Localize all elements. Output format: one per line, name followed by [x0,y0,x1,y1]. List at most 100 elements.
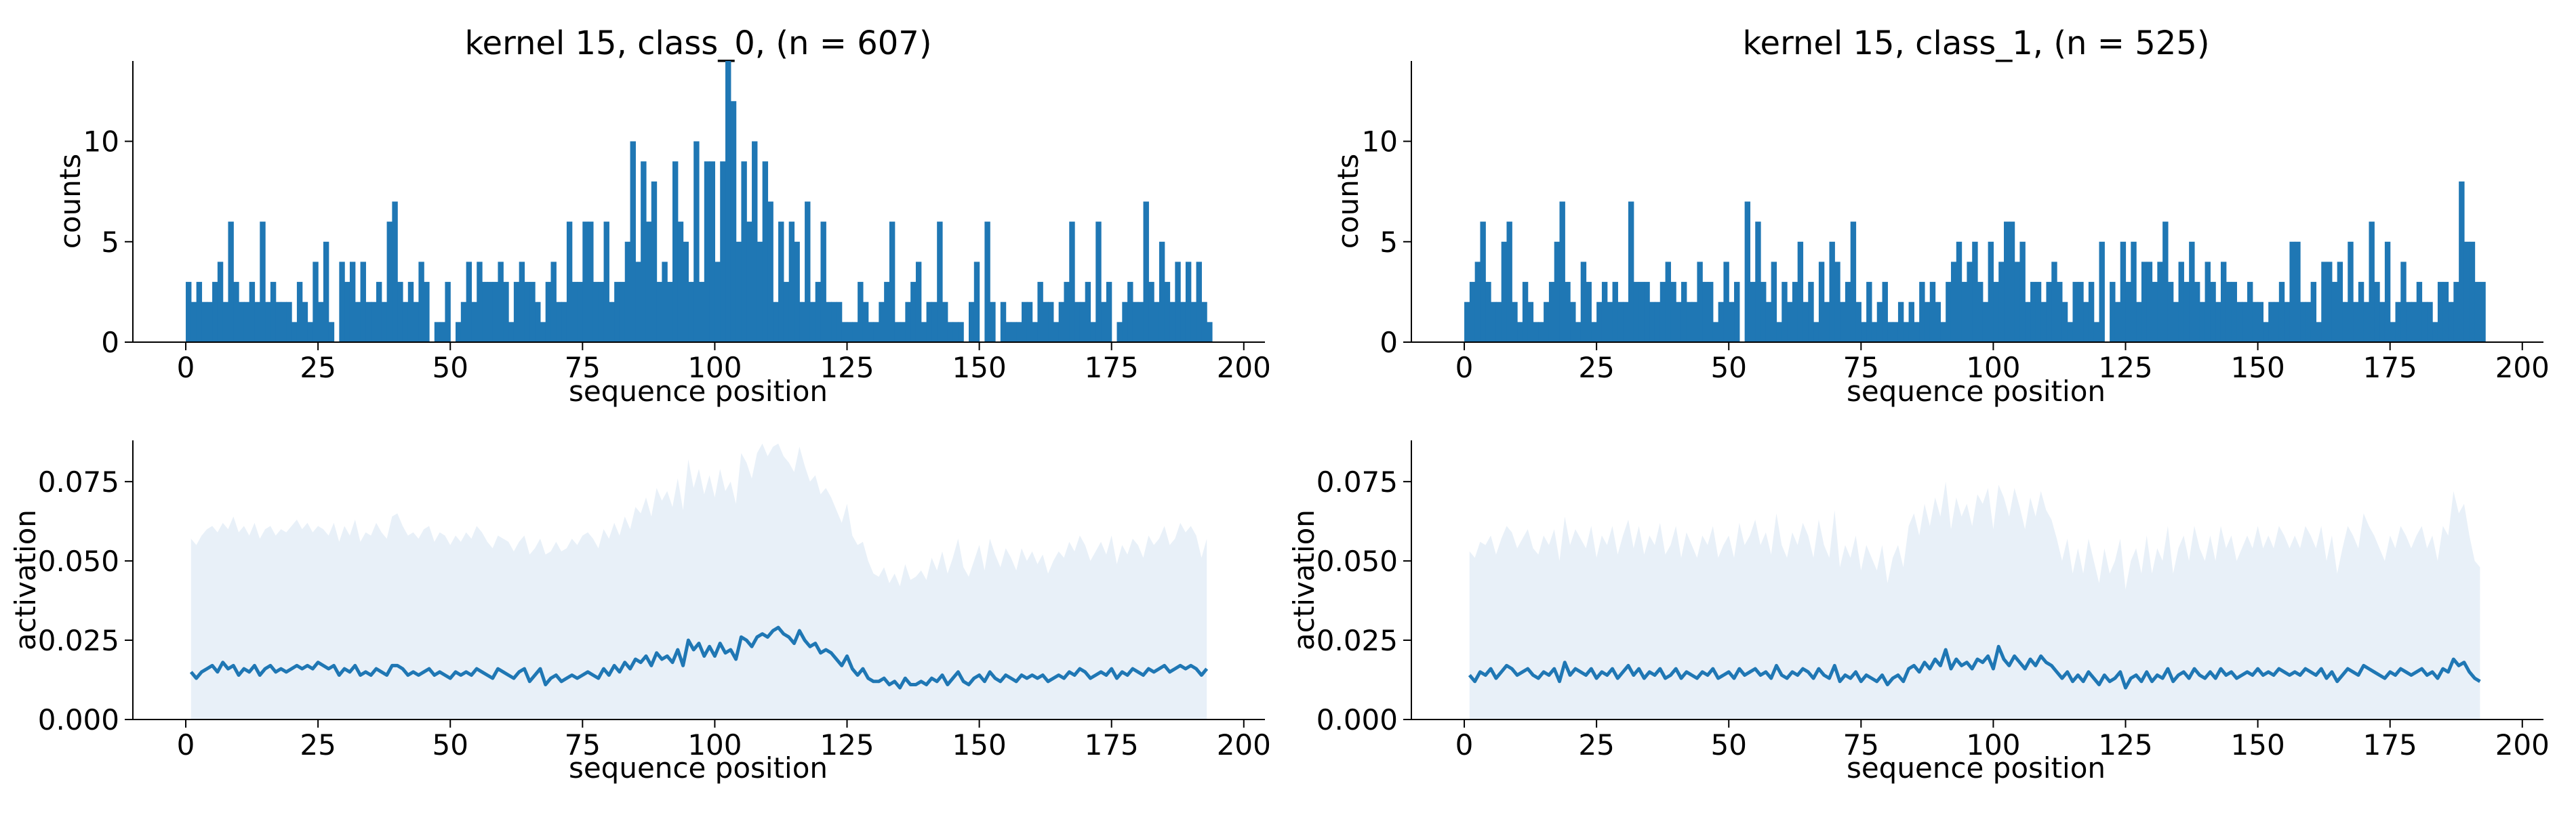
hist-class0-bar [720,161,726,342]
hist-class1-bar [1617,301,1624,342]
hist-class1-bar [1718,301,1725,342]
act-class0-y-tick-label: 0.075 [38,465,119,499]
hist-class0-bar [286,301,292,342]
hist-class0-bar [243,301,250,342]
hist-class1-bar [2025,301,2031,342]
hist-class1-bar [2162,222,2169,342]
hist-class0-bar [371,301,377,342]
hist-class1-bar [1591,322,1597,342]
act-class1-band [1469,481,2480,720]
hist-class1-bar [2099,241,2105,342]
hist-class1-bar [1771,262,1777,342]
hist-class1-y-tick-label: 5 [1380,226,1398,259]
hist-class0-bar [889,222,895,342]
hist-class1-bar [1813,322,1819,342]
hist-class1-bar [1580,262,1587,342]
hist-class0-bar [699,282,705,342]
hist-class0-y-tick-label: 5 [101,226,119,259]
hist-class1-bar [2421,301,2428,342]
hist-class1-bar [1686,301,1693,342]
hist-class0-bar [365,301,371,342]
hist-class0-bar [1095,222,1102,342]
hist-class1-bar [1982,301,1989,342]
hist-class1-bar [2004,222,2010,342]
hist-class0-bar [328,322,335,342]
hist-class1-x-tick-label: 150 [2231,351,2285,384]
hist-class1-bar [2384,241,2391,342]
hist-class0-bar [862,301,869,342]
hist-class0-bar [323,241,329,342]
hist-class0-bar [296,282,303,342]
act-class1-x-tick-label: 75 [1843,728,1879,762]
hist-class1-bar [2067,322,2074,342]
hist-class1-bar [1644,282,1650,342]
hist-class0-bar [540,322,546,342]
hist-class0-bar [577,282,583,342]
hist-class1-bar [1522,282,1529,342]
hist-class1-bar [1480,222,1486,342]
hist-class0-bar [355,301,361,342]
hist-class0-bar [619,282,626,342]
hist-class0-bar [1026,301,1033,342]
hist-class1-bar [1829,241,1835,342]
act-class0-x-tick-label: 100 [687,728,742,762]
hist-class0-bar [318,301,324,342]
act-class1-x-tick-label: 100 [1966,728,2020,762]
hist-class0-bar [1079,301,1086,342]
hist-class1-bar [1850,222,1857,342]
hist-class0-ylabel: counts [54,154,87,249]
hist-class1-bar [1988,241,1994,342]
hist-class1-bar [2125,282,2131,342]
hist-class1-bar [1697,262,1703,342]
hist-class0-bar [926,301,932,342]
hist-class0-bar [275,301,282,342]
hist-class0-bar [762,161,769,342]
hist-class0-panel: kernel 15, class_0, (n = 607) 0 25 50 75 100… [54,24,1271,408]
hist-class0-bar [418,262,424,342]
hist-class0-bar [915,262,922,342]
hist-class0-bar [868,322,874,342]
hist-class0-bar [614,282,620,342]
hist-class0-bar [847,322,853,342]
hist-class0-bar [968,301,975,342]
act-class1-y-tick-label: 0.000 [1316,703,1398,736]
hist-class1-bar [2019,241,2026,342]
hist-class0-x-tick-label: 200 [1217,351,1271,384]
hist-class0-bar [693,141,700,343]
hist-class0-bar [704,161,710,342]
hist-class0-bar [582,222,588,342]
hist-class0-bar [302,301,308,342]
hist-class0-bar [598,282,605,342]
hist-class1-bar [1935,301,1941,342]
hist-class0-bar [752,141,758,343]
hist-class1-bar [2459,181,2465,342]
hist-class0-bar [1005,322,1012,342]
hist-class1-bar [2353,301,2359,342]
hist-class0-bar [931,301,938,342]
hist-class0-xlabel: sequence position [569,375,828,408]
hist-class1-bar [2231,282,2237,342]
hist-class0-bar [826,301,832,342]
hist-class1-bar [1760,282,1767,342]
hist-class1-bar [2205,262,2211,342]
hist-class1-bar [2183,282,2190,342]
hist-class1-bar [2369,222,2375,342]
hist-class1-x-tick-label: 100 [1966,351,2020,384]
act-class0-x-tick-label: 50 [432,728,468,762]
hist-class1-bar [1845,282,1851,342]
hist-class1-bar [1527,301,1534,342]
hist-class1-bar [2348,241,2354,342]
hist-class1-bar [2363,301,2370,342]
hist-class1-bar [1570,301,1576,342]
hist-class0-bar [1201,301,1207,342]
hist-class0-bar [947,322,954,342]
hist-class0-bar [1138,301,1144,342]
hist-class1-bar [1744,201,1751,342]
hist-class0-bar [1016,322,1022,342]
hist-class0-bar [820,222,826,342]
hist-class1-bar [2289,241,2295,342]
hist-class1-bar [1554,241,1561,342]
hist-class1-bar [2215,301,2221,342]
hist-class1-bar [1612,282,1618,342]
hist-class0-bar [460,301,467,342]
